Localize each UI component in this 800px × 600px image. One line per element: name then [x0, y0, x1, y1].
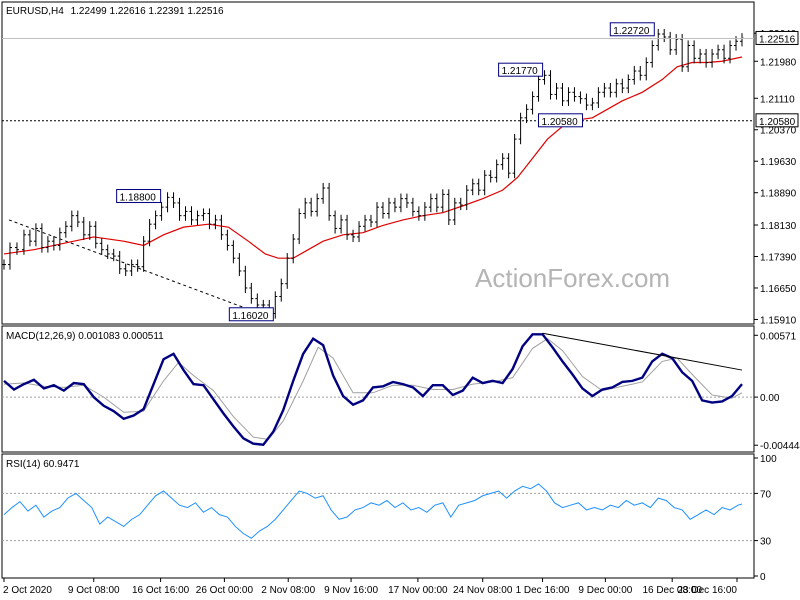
- macd-tick-label: 0.00571: [760, 331, 797, 342]
- price-annotation-box: [116, 189, 162, 204]
- moving-average-line: [3, 56, 743, 259]
- price-y-axis: 1.226401.219801.211101.203701.196301.188…: [754, 29, 797, 326]
- macd-signal-line: [3, 338, 743, 440]
- price-annotation: 1.21770: [498, 62, 544, 77]
- time-tick-label: 9 Dec 00:00: [578, 585, 632, 596]
- rsi-tick-label: 100: [760, 454, 777, 465]
- price-tick-label: 1.21110: [760, 94, 795, 105]
- rsi-tick-label: 70: [760, 489, 772, 500]
- rsi-pane-frame: [1, 453, 755, 579]
- time-tick-label: 17 Nov 00:00: [388, 585, 448, 596]
- current-price-marker: 1.22516: [2, 30, 799, 45]
- macd-pane: MACD(12,26,9) 0.001083 0.000511 0.005710…: [1, 325, 800, 453]
- time-tick-label: 2 Nov 08:00: [261, 585, 315, 596]
- rsi-header: RSI(14) 60.9471: [6, 459, 80, 470]
- price-tick-label: 1.18890: [760, 189, 797, 200]
- rsi-line: [3, 483, 743, 539]
- price-annotation-label: 1.21770: [502, 66, 539, 77]
- rsi-tick-label: 0: [760, 572, 766, 583]
- time-tick-label: 23 Dec 16:00: [678, 585, 738, 596]
- time-tick-label: 1 Dec 16:00: [516, 585, 570, 596]
- price-hline: 1.20580: [2, 113, 799, 128]
- macd-tick-label: -0.004444: [760, 441, 800, 452]
- current-price-box: [755, 30, 799, 45]
- price-tick-label: 1.20370: [760, 126, 797, 137]
- price-annotation: 1.22720: [609, 22, 655, 37]
- time-tick-label: 26 Oct 00:00: [196, 585, 254, 596]
- price-annotation: 1.16020: [228, 307, 274, 322]
- price-annotation-box: [228, 307, 274, 322]
- rsi-polyline: [3, 483, 743, 539]
- price-annotation-box: [537, 113, 583, 128]
- price-annotation-label: 1.18800: [120, 193, 157, 204]
- price-tick-label: 1.15910: [760, 315, 797, 326]
- price-tick-label: 1.19630: [760, 157, 797, 168]
- macd-signal-polyline: [3, 338, 743, 440]
- macd-polyline: [3, 333, 743, 447]
- price-pane-header: EURUSD,H4 1.22499 1.22616 1.22391 1.2251…: [6, 6, 224, 17]
- macd-trendline: [542, 332, 743, 371]
- rsi-y-axis: 100 70 30 0: [754, 454, 777, 583]
- ohlc-label: 1.22499 1.22616 1.22391 1.22516: [71, 6, 224, 17]
- time-tick-label: 24 Nov 08:00: [453, 585, 513, 596]
- price-annotation-box: [609, 22, 655, 37]
- rsi-tick-label: 30: [760, 537, 772, 548]
- symbol-label: EURUSD,H4: [6, 6, 64, 17]
- time-axis: 2 Oct 2020 9 Oct 08:00 16 Oct 16:00 26 Oct …: [3, 578, 738, 596]
- time-tick-label: 9 Oct 08:00: [68, 585, 120, 596]
- price-tick-label: 1.17390: [760, 252, 797, 263]
- macd-y-axis: 0.00571 0.00 -0.004444: [754, 331, 800, 452]
- macd-tick-label: 0.00: [760, 393, 780, 404]
- macd-pane-frame: [1, 325, 755, 453]
- price-tick-label: 1.21980: [760, 57, 797, 68]
- support-price-label: 1.20580: [759, 117, 796, 128]
- price-annotation: 1.20580: [537, 113, 583, 128]
- price-tick-label: 1.16650: [760, 284, 797, 295]
- watermark: ActionForex.com: [475, 263, 670, 293]
- price-annotation-box: [498, 62, 544, 77]
- price-annotation-label: 1.22720: [613, 26, 650, 37]
- macd-header: MACD(12,26,9) 0.001083 0.000511: [6, 331, 164, 342]
- time-tick-label: 16 Dec 08:00: [642, 585, 702, 596]
- price-annotation-label: 1.16020: [232, 311, 269, 322]
- macd-line: [3, 333, 743, 447]
- moving-average: [3, 56, 743, 259]
- rsi-levels: [2, 492, 754, 542]
- price-pane-frame: [1, 1, 755, 325]
- time-tick-label: 9 Nov 16:00: [324, 585, 378, 596]
- current-price-label: 1.22516: [759, 34, 796, 45]
- price-bars: [2, 28, 744, 319]
- rsi-pane: RSI(14) 60.9471 100 70 30 0: [1, 453, 777, 583]
- price-annotation: 1.18800: [116, 189, 162, 204]
- time-tick-label: 16 Oct 16:00: [132, 585, 190, 596]
- price-annotations: 1.18800 1.16020 1.21770 1.20580 1.22720: [116, 22, 655, 322]
- time-tick-label: 2 Oct 2020: [3, 585, 52, 596]
- support-price-box: [755, 113, 799, 128]
- macd-trendline-segment: [542, 332, 743, 371]
- price-pane: EURUSD,H4 1.22499 1.22616 1.22391 1.2251…: [1, 1, 799, 326]
- price-annotation-label: 1.20580: [541, 117, 578, 128]
- price-tick-label: 1.18130: [760, 221, 797, 232]
